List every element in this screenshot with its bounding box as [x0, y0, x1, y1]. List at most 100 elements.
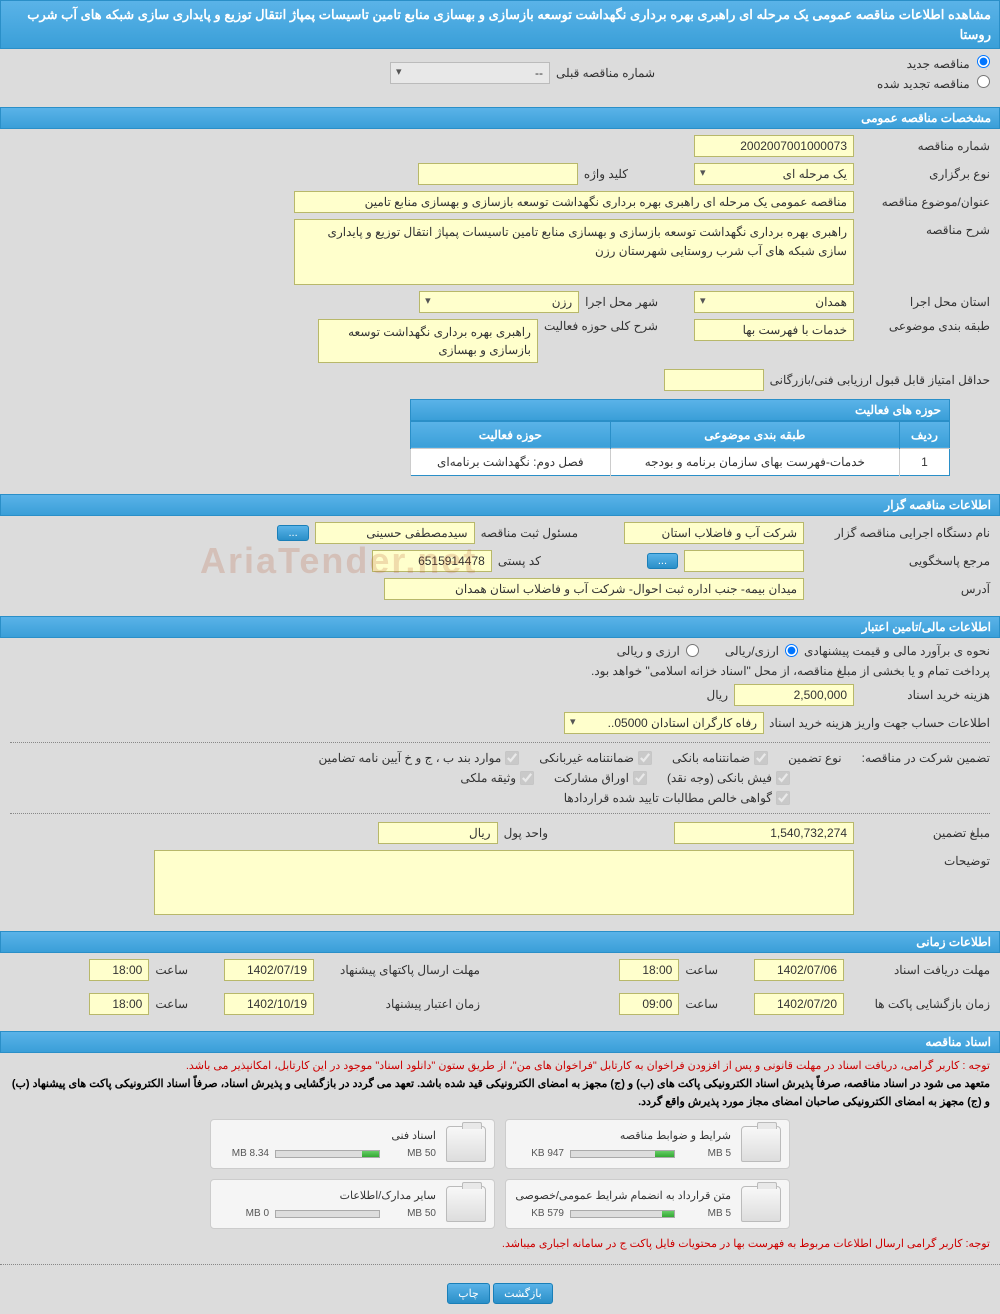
folder-icon: [741, 1126, 781, 1162]
separator: [10, 742, 990, 743]
type-select[interactable]: یک مرحله ای: [694, 163, 854, 185]
doc-note-2: متعهد می شود در اسناد مناقصه، صرفاً پذیر…: [10, 1076, 990, 1111]
receive-time: 18:00: [619, 959, 679, 981]
guarantee-label: تضمین شرکت در مناقصه:: [862, 751, 990, 765]
radio-both-label: ارزی و ریالی: [617, 644, 680, 658]
notes-textarea[interactable]: [154, 850, 854, 916]
guarantee-type-label: نوع تضمین: [788, 751, 841, 765]
doc-title: اسناد فنی: [219, 1129, 436, 1142]
separator: [10, 813, 990, 814]
currency-label: واحد پول: [504, 826, 548, 840]
back-button[interactable]: بازگشت: [493, 1283, 553, 1304]
receive-date: 1402/07/06: [754, 959, 844, 981]
keyword-label: کلید واژه: [584, 167, 628, 181]
chk-slip[interactable]: [776, 771, 790, 785]
currency-field[interactable]: ریال: [378, 822, 498, 844]
prev-number-select[interactable]: --: [390, 62, 550, 84]
province-label: استان محل اجرا: [860, 295, 990, 309]
account-select[interactable]: رفاه کارگران استادان 05000..: [564, 712, 764, 734]
responder-more-button[interactable]: ...: [647, 553, 678, 569]
category-label: طبقه بندی موضوعی: [860, 319, 990, 333]
chk-bonds[interactable]: [633, 771, 647, 785]
chk-bonds-label: اوراق مشارکت: [554, 771, 629, 785]
col-row: ردیف: [900, 421, 950, 448]
doc-progress-bar: [570, 1210, 675, 1218]
postal-field: 6515914478: [372, 550, 492, 572]
doc-used: 0 MB: [219, 1208, 269, 1219]
notes-label: توضیحات: [860, 850, 990, 868]
print-button[interactable]: چاپ: [447, 1283, 490, 1304]
col-cat: طبقه بندی موضوعی: [610, 421, 899, 448]
chk-property[interactable]: [520, 771, 534, 785]
chk-property-label: وثیقه ملکی: [460, 771, 516, 785]
chk-bank[interactable]: [754, 751, 768, 765]
radio-rial-label: ارزی/ریالی: [725, 644, 779, 658]
doc-box-0[interactable]: شرایط و ضوابط مناقصه 5 MB 947 KB: [505, 1119, 790, 1169]
method-label: نحوه ی برآورد مالی و قیمت پیشنهادی: [804, 644, 990, 658]
radio-rial[interactable]: [785, 644, 798, 657]
keyword-field[interactable]: [418, 163, 578, 185]
address-field: میدان بیمه- جنب اداره ثبت احوال- شرکت آب…: [384, 578, 804, 600]
opening-time: 09:00: [619, 993, 679, 1015]
time-label-1: ساعت: [685, 963, 718, 977]
folder-icon: [741, 1186, 781, 1222]
cell-row: 1: [900, 448, 950, 475]
timing-form: مهلت دریافت اسناد 1402/07/06 ساعت 18:00 …: [0, 953, 1000, 1027]
doc-used: 947 KB: [514, 1148, 564, 1159]
doc-box-2[interactable]: متن قرارداد به انضمام شرایط عمومی/خصوصی …: [505, 1179, 790, 1229]
time-label-3: ساعت: [155, 963, 188, 977]
account-label: اطلاعات حساب جهت واریز هزینه خرید اسناد: [770, 716, 990, 730]
validity-time: 18:00: [89, 993, 149, 1015]
responder-field[interactable]: [684, 550, 804, 572]
radio-both[interactable]: [686, 644, 699, 657]
address-label: آدرس: [810, 582, 990, 596]
doc-note-1: توجه : کاربر گرامی، دریافت اسناد در مهلت…: [10, 1059, 990, 1072]
doc-cap: 50 MB: [386, 1148, 436, 1159]
reg-field: سیدمصطفی حسینی: [315, 522, 475, 544]
section-holder: اطلاعات مناقصه گزار: [0, 494, 1000, 516]
receive-label: مهلت دریافت اسناد: [850, 963, 990, 977]
radio-new[interactable]: [977, 55, 990, 68]
chk-nonbank[interactable]: [638, 751, 652, 765]
submit-time: 18:00: [89, 959, 149, 981]
doc-box-3[interactable]: سایر مدارک/اطلاعات 50 MB 0 MB: [210, 1179, 495, 1229]
doc-title: متن قرارداد به انضمام شرایط عمومی/خصوصی: [514, 1189, 731, 1202]
page-title-bar: مشاهده اطلاعات مناقصه عمومی یک مرحله ای …: [0, 0, 1000, 49]
chk-claims-label: گواهی خالص مطالبات تایید شده قراردادها: [564, 791, 772, 805]
desc-textarea[interactable]: راهبری بهره برداری نگهداشت توسعه بازسازی…: [294, 219, 854, 285]
doc-progress-bar: [570, 1150, 675, 1158]
title-label: عنوان/موضوع مناقصه: [860, 195, 990, 209]
doc-box-1[interactable]: اسناد فنی 50 MB 8.34 MB: [210, 1119, 495, 1169]
time-label-2: ساعت: [685, 997, 718, 1011]
city-select[interactable]: رزن: [419, 291, 579, 313]
tender-mode-section: مناقصه جدید مناقصه تجدید شده شماره مناقص…: [0, 49, 1000, 103]
reg-more-button[interactable]: ...: [277, 525, 308, 541]
desc-label: شرح مناقصه: [860, 219, 990, 237]
scope-field: راهبری بهره برداری نگهداشت توسعه بازسازی…: [318, 319, 538, 363]
doc-fee-field: 2,500,000: [734, 684, 854, 706]
table-row: 1 خدمات-فهرست بهای سازمان برنامه و بودجه…: [411, 448, 950, 475]
doc-used: 8.34 MB: [219, 1148, 269, 1159]
chk-claims[interactable]: [776, 791, 790, 805]
scope-label: شرح کلی حوزه فعالیت: [544, 319, 658, 333]
cell-cat: خدمات-فهرست بهای سازمان برنامه و بودجه: [610, 448, 899, 475]
radio-renewed-label: مناقصه تجدید شده: [877, 77, 970, 91]
chk-items[interactable]: [505, 751, 519, 765]
min-score-field[interactable]: [664, 369, 764, 391]
submit-date: 1402/07/19: [224, 959, 314, 981]
doc-cap: 5 MB: [681, 1208, 731, 1219]
opening-date: 1402/07/20: [754, 993, 844, 1015]
chk-items-label: موارد بند ب ، ج و خ آیین نامه تضامین: [319, 751, 502, 765]
validity-label: زمان اعتبار پیشنهاد: [320, 997, 480, 1011]
doc-cap: 50 MB: [386, 1208, 436, 1219]
activity-table-header: حوزه های فعالیت: [410, 399, 950, 421]
time-label-4: ساعت: [155, 997, 188, 1011]
category-field[interactable]: خدمات با فهرست بها: [694, 319, 854, 341]
general-form: شماره مناقصه 2002007001000073 نوع برگزار…: [0, 129, 1000, 490]
doc-used: 579 KB: [514, 1208, 564, 1219]
documents-form: توجه : کاربر گرامی، دریافت اسناد در مهلت…: [0, 1053, 1000, 1256]
province-select[interactable]: همدان: [694, 291, 854, 313]
page-title: مشاهده اطلاعات مناقصه عمومی یک مرحله ای …: [27, 7, 991, 42]
radio-renewed[interactable]: [977, 75, 990, 88]
footer-buttons: بازگشت چاپ: [0, 1273, 1000, 1314]
